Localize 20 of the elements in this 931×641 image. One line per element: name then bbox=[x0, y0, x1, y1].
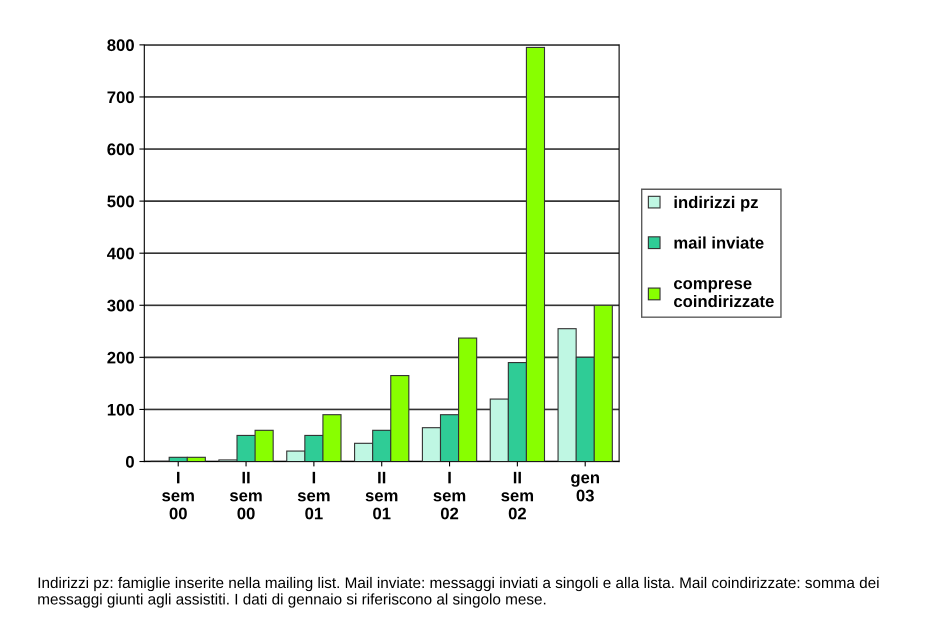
y-tick-label: 200 bbox=[107, 352, 134, 364]
legend-label: comprese coindirizzate bbox=[674, 280, 774, 308]
y-tick-label: 800 bbox=[107, 39, 134, 52]
x-tick-label: II sem 00 bbox=[230, 472, 262, 520]
y-tick-label: 300 bbox=[107, 300, 134, 312]
y-tick-label: 400 bbox=[107, 248, 134, 260]
text: Indirizzi pz: famiglie inserite nella mailing list. Mail inviate: messaggi inviati a singoli e alla lista. Mail coindirizzate: somma dei messaggi giunti agli assistiti. I dati di gennaio si riferiscono al singolo mese. bbox=[38, 576, 879, 608]
x-tick-label: I sem 01 bbox=[298, 472, 330, 520]
y-tick-label: 600 bbox=[107, 143, 134, 156]
x-tick-label: II sem 01 bbox=[366, 472, 398, 520]
legend-label: indirizzi pz bbox=[674, 196, 758, 212]
x-tick-label: gen 03 bbox=[571, 474, 599, 502]
legend-label: mail inviate bbox=[674, 236, 764, 249]
x-tick-label: I sem 02 bbox=[433, 472, 466, 520]
y-tick-label: 0 bbox=[126, 456, 134, 468]
x-tick-label: II sem 02 bbox=[501, 472, 534, 520]
x-tick-label: I sem 00 bbox=[162, 472, 194, 520]
y-tick-label: 700 bbox=[107, 91, 134, 104]
y-tick-label: 100 bbox=[108, 404, 134, 416]
y-tick-label: 500 bbox=[107, 196, 134, 208]
